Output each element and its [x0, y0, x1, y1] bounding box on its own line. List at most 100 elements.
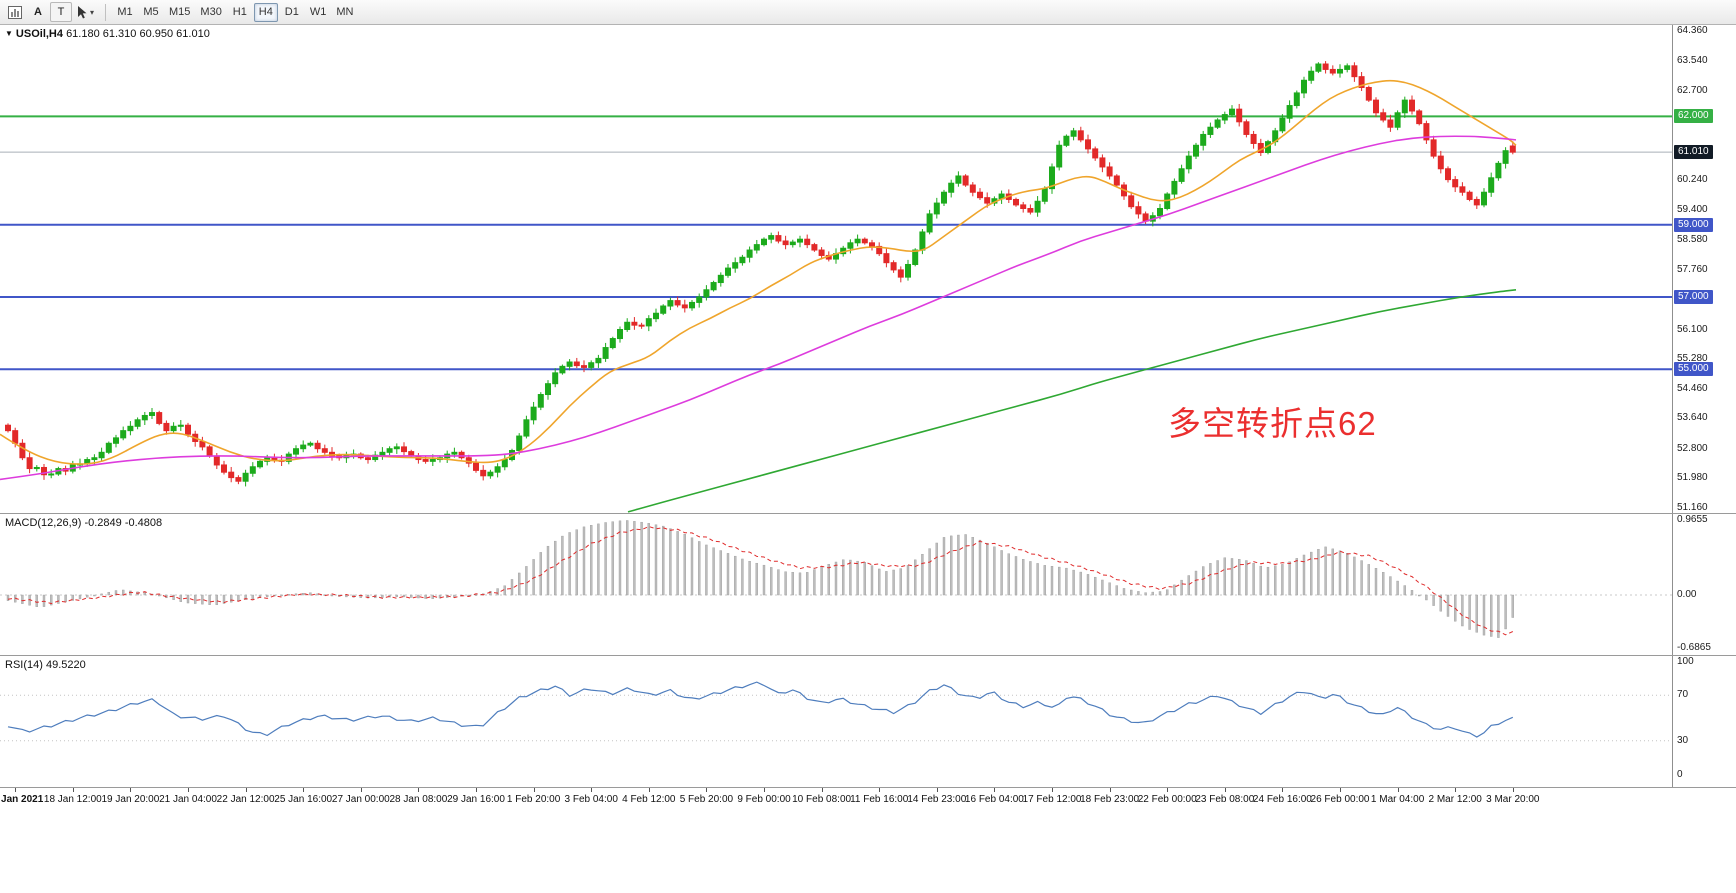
rsi-label: RSI(14) 49.5220	[5, 659, 86, 671]
timeframe-h1-button[interactable]: H1	[232, 6, 247, 18]
time-tick	[764, 788, 765, 792]
annotation-text[interactable]: 多空转折点62	[1168, 405, 1377, 442]
time-label: 21 Jan 04:00	[159, 794, 217, 805]
chart-marker-icon[interactable]: ▼	[5, 29, 13, 38]
price-tick-label: 52.800	[1677, 442, 1708, 454]
price-axis[interactable]: 64.36063.54062.70061.88060.24059.40058.5…	[1672, 25, 1736, 513]
cursor-caret-icon: ▾	[90, 7, 95, 17]
price-tick-label: 51.160	[1677, 501, 1708, 513]
ma-slow-line[interactable]	[627, 288, 1517, 513]
pane-separator-1[interactable]	[0, 513, 1736, 514]
timeframe-m15-button[interactable]: M15	[169, 6, 191, 18]
time-tick	[72, 788, 74, 792]
price-chart-canvas[interactable]	[0, 25, 1672, 513]
time-tick	[648, 788, 650, 792]
chart-window-button[interactable]	[4, 2, 26, 22]
timeframe-m5-button[interactable]: M5	[143, 6, 159, 18]
cursor-icon	[78, 5, 87, 18]
pane-separator-3	[0, 787, 1736, 788]
ma-fast-line[interactable]	[0, 79, 1517, 465]
time-tick	[591, 788, 593, 792]
time-tick	[303, 788, 305, 792]
timeframe-group: M1 M5 M15 M30 H1 H4 D1 W1 MN	[113, 2, 357, 22]
time-label: 17 Feb 12:00	[1022, 794, 1082, 805]
time-tick	[1224, 788, 1226, 792]
time-label: 3 Feb 04:00	[564, 794, 618, 805]
timeframe-h4-button[interactable]: H4	[253, 2, 278, 22]
time-tick	[879, 788, 881, 792]
rsi-axis[interactable]: 100 70 30 0	[1672, 656, 1736, 787]
macd-signal-line[interactable]	[7, 525, 1514, 636]
macd-pane[interactable]: MACD(12,26,9) -0.2849 -0.4808	[0, 514, 1672, 655]
price-tick-label: 64.360	[1677, 25, 1708, 37]
cursor-tool-button[interactable]: ▾	[73, 2, 98, 22]
time-tick	[476, 788, 477, 792]
price-tick-label: 56.100	[1677, 323, 1708, 335]
time-tick	[360, 788, 362, 792]
time-label: 18 Feb 23:00	[1080, 794, 1140, 805]
rsi-tick-label: 0	[1677, 769, 1683, 780]
time-tick	[1512, 788, 1514, 792]
time-label: 16 Feb 04:00	[964, 794, 1024, 805]
symbol-timeframe-label: USOil,H4	[15, 28, 63, 40]
price-tick-label: 59.400	[1677, 204, 1708, 216]
time-tick	[245, 788, 247, 792]
time-tick	[1455, 788, 1457, 792]
time-label: 2 Mar 12:00	[1428, 794, 1482, 805]
price-tick-label: 57.760	[1677, 263, 1708, 275]
time-label: 27 Jan 00:00	[331, 794, 390, 805]
time-label: 3 Mar 20:00	[1486, 794, 1540, 805]
main-chart-pane[interactable]: ▼ USOil,H4 61.180 61.310 60.950 61.010 多空…	[0, 25, 1672, 513]
rsi-tick-label: 100	[1677, 656, 1694, 667]
macd-tick-label: -0.6865	[1677, 642, 1711, 654]
timeframe-w1-button[interactable]: W1	[309, 6, 327, 18]
rsi-line[interactable]	[7, 681, 1514, 738]
price-tick-label: 60.240	[1677, 173, 1708, 185]
text-label-tool-button[interactable]: T	[50, 2, 72, 22]
text-tool-label: A	[34, 6, 42, 18]
time-label: 28 Jan 08:00	[389, 794, 448, 805]
price-tick-label: 58.580	[1677, 233, 1708, 245]
price-level-badge: 55.000	[1674, 362, 1713, 377]
rsi-tick-label: 70	[1677, 689, 1689, 701]
macd-axis[interactable]: 0.9655 0.00 -0.6865	[1672, 514, 1736, 655]
ma-medium-line[interactable]	[0, 135, 1517, 481]
time-label: 15 Jan 2021	[0, 794, 44, 805]
current-price-badge: 61.010	[1674, 145, 1713, 160]
timeframe-m30-button[interactable]: M30	[200, 6, 222, 18]
label-tool-label: T	[57, 6, 65, 18]
macd-histogram	[6, 520, 1515, 638]
macd-canvas[interactable]	[0, 514, 1672, 655]
time-label: 10 Feb 08:00	[792, 794, 852, 805]
time-tick	[418, 788, 420, 792]
top-toolbar: A T ▾ M1 M5 M15 M30 H1 H4 D1 W1 MN	[0, 0, 1736, 25]
time-label: 1 Mar 04:00	[1370, 794, 1425, 805]
time-tick	[1397, 788, 1399, 792]
time-label: 25 Jan 16:00	[274, 794, 333, 805]
pane-separator-2[interactable]	[0, 655, 1736, 656]
timeframe-mn-button[interactable]: MN	[336, 6, 354, 18]
macd-tick-label: 0.9655	[1677, 514, 1708, 525]
time-label: 4 Feb 12:00	[622, 794, 676, 805]
rsi-canvas[interactable]	[0, 656, 1672, 787]
time-label: 22 Jan 12:00	[216, 794, 275, 805]
text-tool-button[interactable]: A	[27, 2, 49, 22]
time-tick	[1282, 788, 1284, 792]
time-label: 9 Feb 00:00	[737, 794, 791, 805]
time-label: 26 Feb 00:00	[1310, 794, 1370, 805]
price-level-badge: 59.000	[1674, 217, 1713, 232]
price-tick-label: 53.640	[1677, 412, 1708, 424]
time-label: 18 Jan 12:00	[43, 794, 102, 805]
timeframe-m1-button[interactable]: M1	[117, 6, 133, 18]
time-tick	[1109, 788, 1111, 792]
time-label: 22 Feb 00:00	[1137, 794, 1197, 805]
chart-symbol-label: ▼ USOil,H4 61.180 61.310 60.950 61.010	[5, 28, 210, 40]
macd-label: MACD(12,26,9) -0.2849 -0.4808	[5, 517, 163, 529]
time-label: 19 Jan 20:00	[101, 794, 160, 805]
toolbar-separator	[105, 3, 107, 21]
timeframe-d1-button[interactable]: D1	[284, 6, 299, 18]
time-tick	[936, 788, 938, 792]
time-tick	[821, 788, 823, 792]
rsi-pane[interactable]: RSI(14) 49.5220	[0, 656, 1672, 787]
